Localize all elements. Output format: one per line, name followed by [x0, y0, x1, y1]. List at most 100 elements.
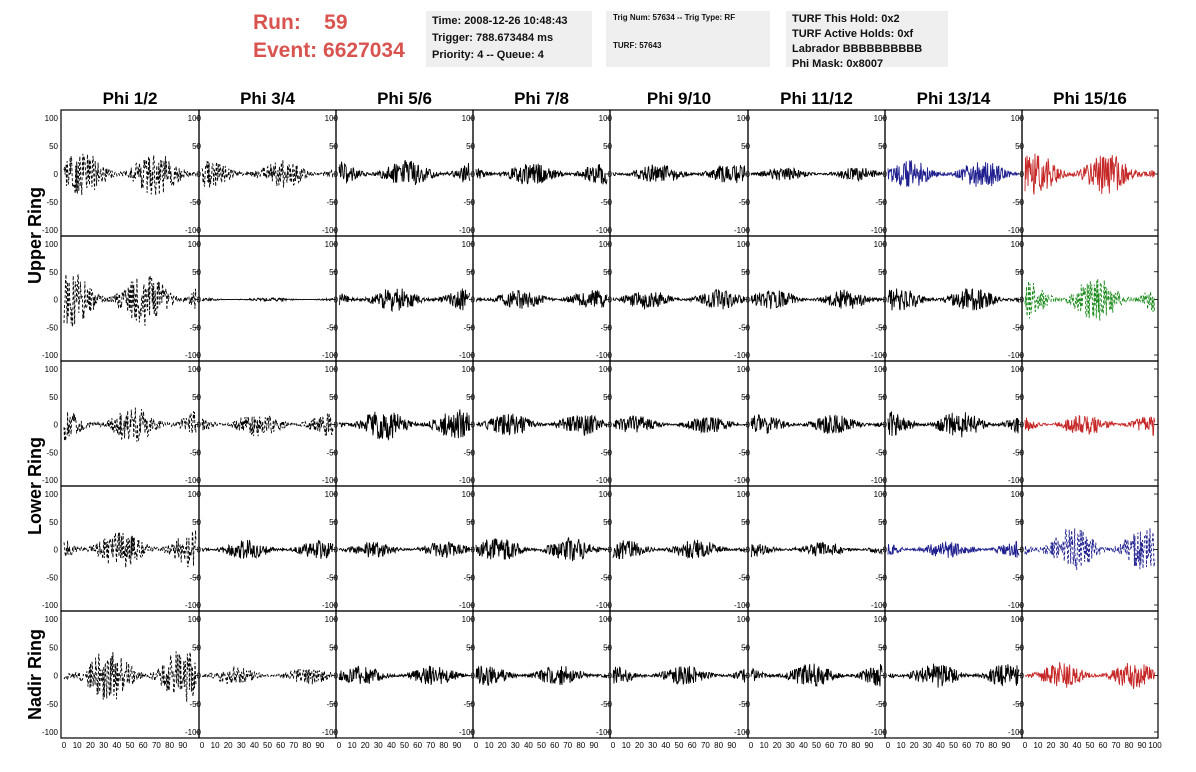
y-tick-label: -50	[326, 323, 338, 332]
y-tick-label: -50	[1012, 323, 1024, 332]
y-tick-label: -50	[600, 323, 612, 332]
x-tick-label: 60	[550, 741, 559, 750]
y-tick-label: 0	[1020, 546, 1025, 555]
waveform-r2-c1	[63, 274, 197, 327]
y-tick-label: 0	[54, 546, 59, 555]
y-tick-label: 100	[45, 365, 59, 374]
y-tick-label: 0	[54, 296, 59, 305]
y-tick-label: 50	[192, 393, 201, 402]
y-tick-label: 0	[746, 170, 751, 179]
waveform-r2-c8	[1024, 278, 1156, 321]
y-tick-label: 0	[197, 170, 202, 179]
trigger-text: Trigger: 788.673484 ms	[432, 32, 554, 44]
row-label-2: Lower Ring	[25, 437, 45, 535]
panel-frame-r2-c2	[198, 235, 337, 362]
y-tick-label: 100	[462, 365, 476, 374]
column-header-4: Phi 7/8	[514, 89, 569, 108]
y-tick-label: 0	[334, 296, 339, 305]
x-tick-label: 90	[452, 741, 461, 750]
y-tick-label: -100	[42, 476, 59, 485]
waveform-r5-c6	[750, 663, 883, 688]
x-tick-label: 80	[302, 741, 311, 750]
y-tick-label: 50	[878, 643, 887, 652]
y-tick-label: -100	[322, 601, 339, 610]
y-tick-label: 100	[45, 114, 59, 123]
event-value: 6627034	[323, 39, 405, 62]
x-tick-label: 80	[165, 741, 174, 750]
y-tick-label: 50	[49, 268, 58, 277]
run-row: Run: 59	[253, 9, 405, 37]
x-tick-label: 10	[348, 741, 357, 750]
panel-frame-r4-c2	[198, 485, 337, 612]
column-header-8: Phi 15/16	[1053, 89, 1127, 108]
y-tick-label: 50	[192, 268, 201, 277]
waveform-r1-c8	[1024, 153, 1156, 195]
x-tick-label: 0	[1023, 741, 1028, 750]
y-tick-label: 50	[329, 643, 338, 652]
x-tick-label: 90	[1001, 741, 1010, 750]
y-tick-label: 100	[737, 240, 751, 249]
y-tick-label: 100	[1011, 365, 1025, 374]
x-tick-label: 30	[99, 741, 108, 750]
y-tick-label: -50	[875, 448, 887, 457]
y-tick-label: -100	[42, 226, 59, 235]
waveform-r2-c2	[201, 296, 334, 303]
waveform-r3-c3	[338, 409, 471, 441]
y-tick-label: 50	[1015, 142, 1024, 151]
waveform-r4-c1	[63, 530, 197, 568]
column-header-5: Phi 9/10	[647, 89, 711, 108]
x-tick-label: 20	[86, 741, 95, 750]
x-tick-label: 20	[1047, 741, 1056, 750]
x-tick-label: 80	[851, 741, 860, 750]
x-tick-label: 30	[374, 741, 383, 750]
waveform-r3-c4	[475, 413, 608, 436]
waveform-r5-c7	[887, 663, 1020, 688]
x-tick-label: 10	[897, 741, 906, 750]
waveform-r4-c2	[201, 539, 334, 559]
waveform-r5-c2	[201, 666, 334, 685]
column-header-6: Phi 11/12	[780, 89, 853, 108]
y-tick-label: -100	[871, 728, 888, 737]
y-tick-label: 0	[608, 672, 613, 681]
y-tick-label: 0	[1020, 421, 1025, 430]
y-tick-label: 100	[188, 615, 202, 624]
run-value: 59	[324, 11, 348, 34]
y-tick-label: -100	[871, 351, 888, 360]
y-tick-label: 50	[1015, 393, 1024, 402]
y-tick-label: -50	[463, 700, 475, 709]
y-tick-label: 0	[197, 672, 202, 681]
y-tick-label: 100	[325, 114, 339, 123]
y-tick-label: -50	[463, 198, 475, 207]
waveform-r5-c4	[475, 665, 608, 686]
trigger-info-box: Trig Num: 57634 -- Trig Type: RF TURF: 5…	[606, 11, 770, 67]
y-tick-label: -100	[322, 351, 339, 360]
waveform-r2-c5	[612, 289, 746, 310]
x-tick-label: 70	[563, 741, 572, 750]
x-tick-label: 50	[126, 741, 135, 750]
y-tick-label: 100	[874, 615, 888, 624]
y-tick-label: 0	[608, 546, 613, 555]
x-tick-label: 80	[714, 741, 723, 750]
y-tick-label: -50	[46, 198, 58, 207]
y-tick-label: -50	[600, 198, 612, 207]
y-tick-label: -100	[185, 351, 202, 360]
x-tick-label: 0	[62, 741, 67, 750]
y-tick-label: -50	[1012, 573, 1024, 582]
y-tick-label: 100	[599, 615, 613, 624]
y-tick-label: -50	[600, 700, 612, 709]
x-tick-label: 0	[474, 741, 479, 750]
y-tick-label: 100	[462, 240, 476, 249]
y-tick-label: -50	[46, 323, 58, 332]
y-tick-label: -100	[1008, 601, 1025, 610]
y-tick-label: 0	[746, 296, 751, 305]
y-tick-label: -50	[875, 198, 887, 207]
y-tick-label: 100	[874, 365, 888, 374]
y-tick-label: -100	[459, 476, 476, 485]
y-tick-label: 50	[329, 393, 338, 402]
y-tick-label: -100	[596, 351, 613, 360]
y-tick-label: 0	[746, 546, 751, 555]
y-tick-label: -50	[326, 448, 338, 457]
y-tick-label: 50	[329, 142, 338, 151]
waveform-r3-c8	[1024, 415, 1156, 437]
y-tick-label: 100	[737, 490, 751, 499]
